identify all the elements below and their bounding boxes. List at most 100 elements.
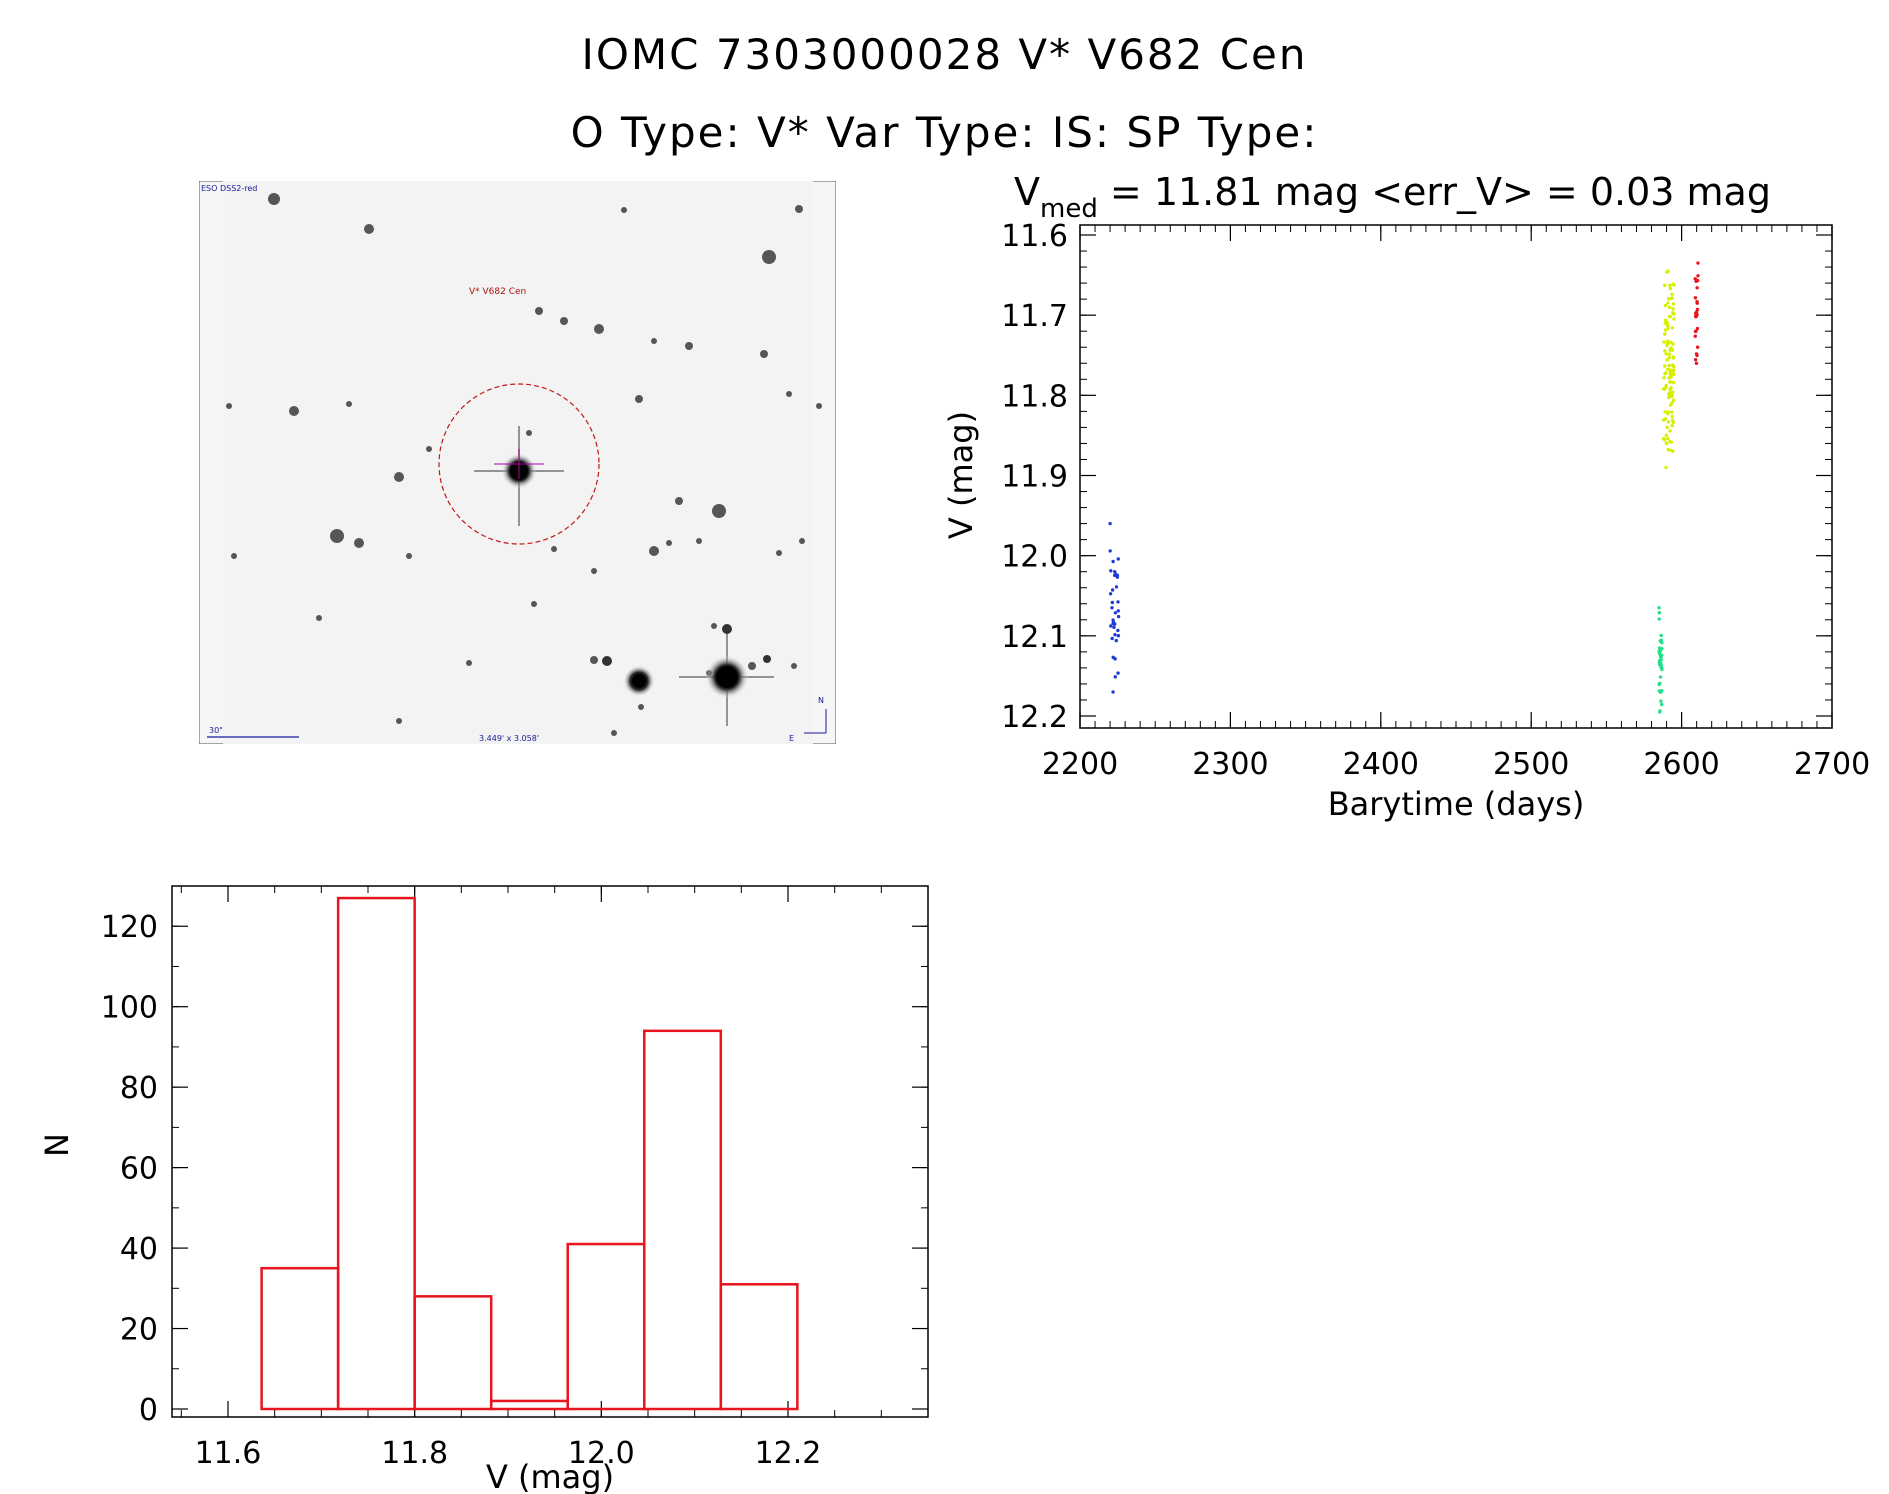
lc-point-blue [1116,614,1121,619]
lc-point-red [1696,261,1700,265]
field-star [666,540,672,546]
lc-point-yellow [1666,324,1670,328]
lc-point-red [1694,310,1699,314]
lc-point-red [1693,329,1698,334]
field-star [394,472,404,482]
lc-point-blue [1111,559,1115,564]
field-star [289,406,299,416]
lc-point-red [1695,326,1700,331]
lc-point-green [1659,690,1663,695]
lc-ytick-label: 11.6 [1001,219,1068,254]
lc-point-red [1693,277,1697,281]
hist-xtick-label: 11.8 [381,1436,448,1471]
hist-bar [336,896,416,1411]
lc-point-yellow [1668,368,1672,372]
field-star [762,250,776,264]
lc-point-green [1660,647,1664,651]
lc-point-yellow [1666,411,1670,416]
lc-point-blue [1110,636,1114,641]
lc-point-yellow [1665,425,1669,430]
lc-point-yellow [1670,414,1674,419]
lc-point-yellow [1671,310,1675,315]
hist-xtick-label: 12.2 [755,1436,822,1471]
lc-point-yellow [1661,436,1666,441]
lc-point-blue [1111,621,1115,626]
lc-point-yellow [1662,376,1666,380]
field-star [635,395,643,403]
field-star [711,623,717,629]
page-title: IOMC 7303000028 V* V682 Cen [581,30,1308,79]
hist-ytick-label: 40 [120,1232,158,1267]
target-label: V* V682 Cen [469,287,526,297]
lc-xtick-label: 2600 [1643,747,1719,782]
lc-point-yellow [1663,349,1667,353]
lc-point-blue [1110,606,1114,610]
lc-point-green [1658,709,1662,713]
lc-point-yellow [1663,372,1667,376]
lc-point-blue [1108,521,1112,526]
lc-point-green [1657,617,1661,621]
lc-point-yellow [1666,326,1670,330]
field-star [231,553,237,559]
lc-point-red [1693,357,1698,362]
lc-point-yellow [1663,364,1667,368]
hist-bar [260,1266,340,1411]
lc-point-yellow [1671,307,1675,311]
field-star [330,529,344,543]
field-star [621,207,627,213]
lc-ytick-label: 11.8 [1001,379,1068,414]
lc-point-red [1695,301,1699,305]
lc-point-green [1657,606,1661,610]
field-star [791,663,797,669]
lc-point-yellow [1665,441,1669,446]
lc-point-yellow [1665,270,1669,274]
field-star [531,601,537,607]
lc-point-green [1657,610,1662,615]
lc-ytick-label: 11.9 [1001,460,1068,495]
hist-plot-frame [171,885,929,1418]
field-star [763,655,771,663]
lc-point-yellow [1664,433,1668,437]
lc-xtick-label: 2400 [1343,747,1419,782]
hist-ytick-label: 80 [120,1071,158,1106]
lc-point-yellow [1664,465,1668,470]
lc-point-yellow [1670,393,1674,397]
lc-point-blue [1111,655,1115,660]
lc-point-yellow [1665,340,1670,345]
field-star [590,656,598,664]
east-label: E [789,734,794,743]
lc-point-yellow [1670,418,1675,422]
field-star [712,504,726,518]
field-star [638,704,644,710]
hist-ytick-label: 100 [101,991,158,1026]
hist-ytick-label: 0 [139,1393,158,1428]
hist-bar [719,1283,799,1411]
lc-xtick-label: 2200 [1042,747,1118,782]
lc-point-blue [1110,600,1115,605]
lc-point-yellow [1669,340,1673,345]
lc-point-yellow [1666,420,1671,424]
field-star [364,224,374,234]
lc-point-yellow [1663,283,1667,288]
lc-point-blue [1116,634,1121,638]
lc-point-yellow [1667,305,1672,310]
lc-point-green [1658,675,1663,679]
target-circle [438,383,600,545]
lc-point-yellow [1671,390,1675,394]
lc-point-yellow [1671,356,1676,360]
hist-xlabel: V (mag) [486,1458,614,1494]
lc-point-yellow [1666,297,1671,301]
lc-point-blue [1116,557,1120,561]
lc-point-blue [1116,600,1120,604]
lc-point-blue [1115,575,1120,579]
field-star [722,624,732,634]
hist-axis-ticks: 11.6 11.8 12.0 12.2 0 20 40 60 80 100 120 [101,885,928,1471]
field-star [602,656,612,666]
field-star [426,446,432,452]
lc-point-blue [1113,633,1117,637]
lc-point-yellow [1664,352,1668,356]
field-star [406,553,412,559]
survey-label: ESO DSS2-red [201,184,257,193]
light-curve-chart: Vmed = 11.81 mag <err_V> = 0.03 mag 2200… [942,170,1870,823]
